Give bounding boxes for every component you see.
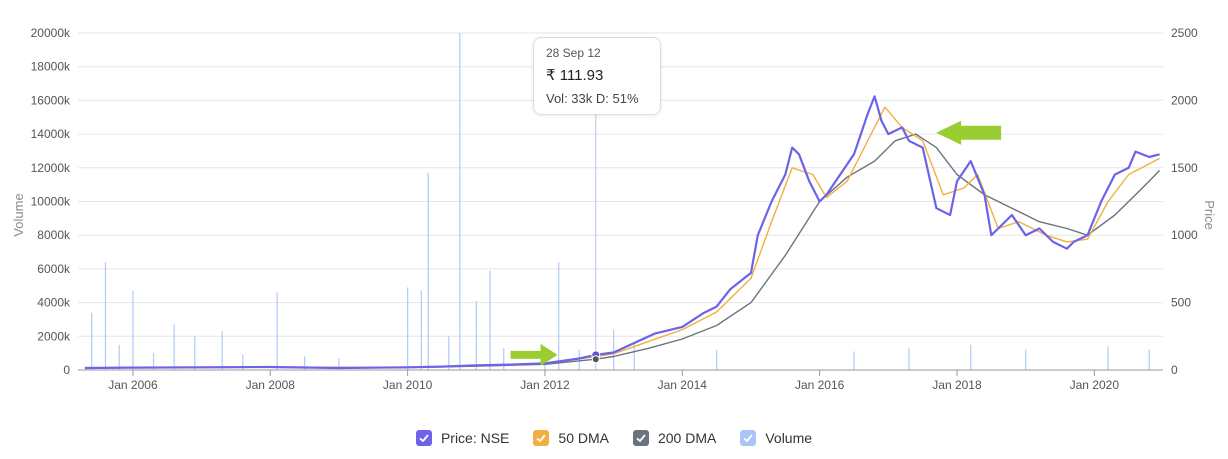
dma200-line <box>84 133 1161 369</box>
y-left-tick-label: 8000k <box>37 228 71 242</box>
y-left-tick-label: 10000k <box>31 195 71 209</box>
y-right-tick-label: 1000 <box>1171 228 1198 242</box>
volume-bar <box>276 292 278 370</box>
dma50-line <box>84 106 1160 369</box>
y-left-tick-label: 6000k <box>37 262 71 276</box>
volume-bar <box>338 358 340 370</box>
legend-label-50dma: 50 DMA <box>558 430 609 446</box>
y-left-tick-label: 0 <box>63 363 70 377</box>
x-tick-label: Jan 2016 <box>795 378 845 392</box>
legend-item-200dma[interactable]: 200 DMA <box>632 426 717 450</box>
volume-bar <box>91 312 93 370</box>
volume-bar <box>221 331 223 370</box>
volume-bar <box>118 344 120 370</box>
legend-item-50dma[interactable]: 50 DMA <box>533 426 609 450</box>
axis-layer: 0 2000k 4000k 6000k 8000k 10000k 12000k 14000k 1… <box>31 26 1198 392</box>
checkbox-icon <box>415 430 432 446</box>
volume-bar <box>173 324 175 370</box>
volume-bar <box>853 351 855 370</box>
x-tick-label: Jan 2014 <box>658 378 708 392</box>
volume-bar <box>152 353 155 370</box>
y-right-tick-label: 1500 <box>1171 161 1198 175</box>
y-left-tick-label: 12000k <box>31 161 71 175</box>
volume-bar <box>716 349 718 370</box>
volume-bar <box>1107 346 1109 370</box>
volume-bar <box>427 172 429 370</box>
y-right-tick-label: 0 <box>1171 363 1178 377</box>
tooltip-price: ₹ 111.93 <box>546 67 604 84</box>
y-left-tick-label: 18000k <box>31 60 71 74</box>
volume-bar <box>558 262 560 370</box>
volume-bar <box>970 344 972 370</box>
volume-bar <box>1148 349 1150 370</box>
annotation-arrow <box>510 343 558 366</box>
volume-bar <box>194 336 196 370</box>
chart-svg: 0 2000k 4000k 6000k 8000k 10000k 12000k 14000k 1… <box>11 26 1217 392</box>
checkbox-icon <box>740 430 757 446</box>
volume-bar <box>304 356 306 370</box>
tooltip-details: Vol: 33k D: 51% <box>546 91 639 106</box>
x-tick-label: Jan 2018 <box>932 378 982 392</box>
marker-layer <box>510 115 1002 370</box>
volume-axis-title: Volume <box>11 193 26 236</box>
volume-bar <box>448 336 450 370</box>
y-left-tick-label: 20000k <box>31 26 71 40</box>
legend-label-200dma: 200 DMA <box>657 430 717 446</box>
x-tick-label: Jan 2010 <box>383 378 433 392</box>
volume-bar <box>503 348 505 370</box>
volume-bar <box>475 300 477 370</box>
volume-bar <box>407 287 409 370</box>
dma-point-marker <box>591 355 600 364</box>
volume-bar <box>104 262 107 370</box>
price-axis-title: Price <box>1202 200 1217 230</box>
y-left-tick-label: 4000k <box>37 296 71 310</box>
hover-tooltip: 28 Sep 12 ₹ 111.93 Vol: 33k D: 51% <box>533 37 661 115</box>
volume-bar <box>132 290 134 370</box>
annotation-arrow <box>936 120 1002 145</box>
x-tick-label: Jan 2008 <box>246 378 296 392</box>
chart-legend: Price: NSE 50 DMA 200 DMA Volume <box>0 426 1228 450</box>
legend-label-volume: Volume <box>765 430 813 446</box>
y-right-tick-label: 2500 <box>1171 26 1198 40</box>
volume-bar <box>242 354 244 370</box>
volume-bar <box>613 329 615 370</box>
checkbox-icon <box>632 430 649 446</box>
legend-item-volume[interactable]: Volume <box>740 426 812 450</box>
price-line <box>84 95 1160 370</box>
legend-label-price: Price: NSE <box>440 430 510 446</box>
y-right-tick-label: 500 <box>1171 296 1191 310</box>
volume-bar <box>908 348 910 370</box>
checkbox-icon <box>533 430 550 446</box>
volume-bar <box>489 270 491 370</box>
y-left-tick-label: 2000k <box>37 329 71 343</box>
y-right-tick-label: 2000 <box>1171 93 1198 107</box>
y-left-tick-label: 16000k <box>31 93 71 107</box>
volume-bar <box>633 343 635 370</box>
volume-bar <box>420 290 422 370</box>
tooltip-date: 28 Sep 12 <box>546 46 601 60</box>
volume-bar <box>459 33 461 370</box>
volume-layer <box>91 33 1150 370</box>
x-tick-label: Jan 2006 <box>108 378 158 392</box>
x-tick-label: Jan 2012 <box>520 378 570 392</box>
legend-item-price[interactable]: Price: NSE <box>415 426 510 450</box>
x-tick-label: Jan 2020 <box>1070 378 1120 392</box>
volume-bar <box>1025 349 1027 370</box>
volume-bar <box>578 349 580 370</box>
y-left-tick-label: 14000k <box>31 127 71 141</box>
